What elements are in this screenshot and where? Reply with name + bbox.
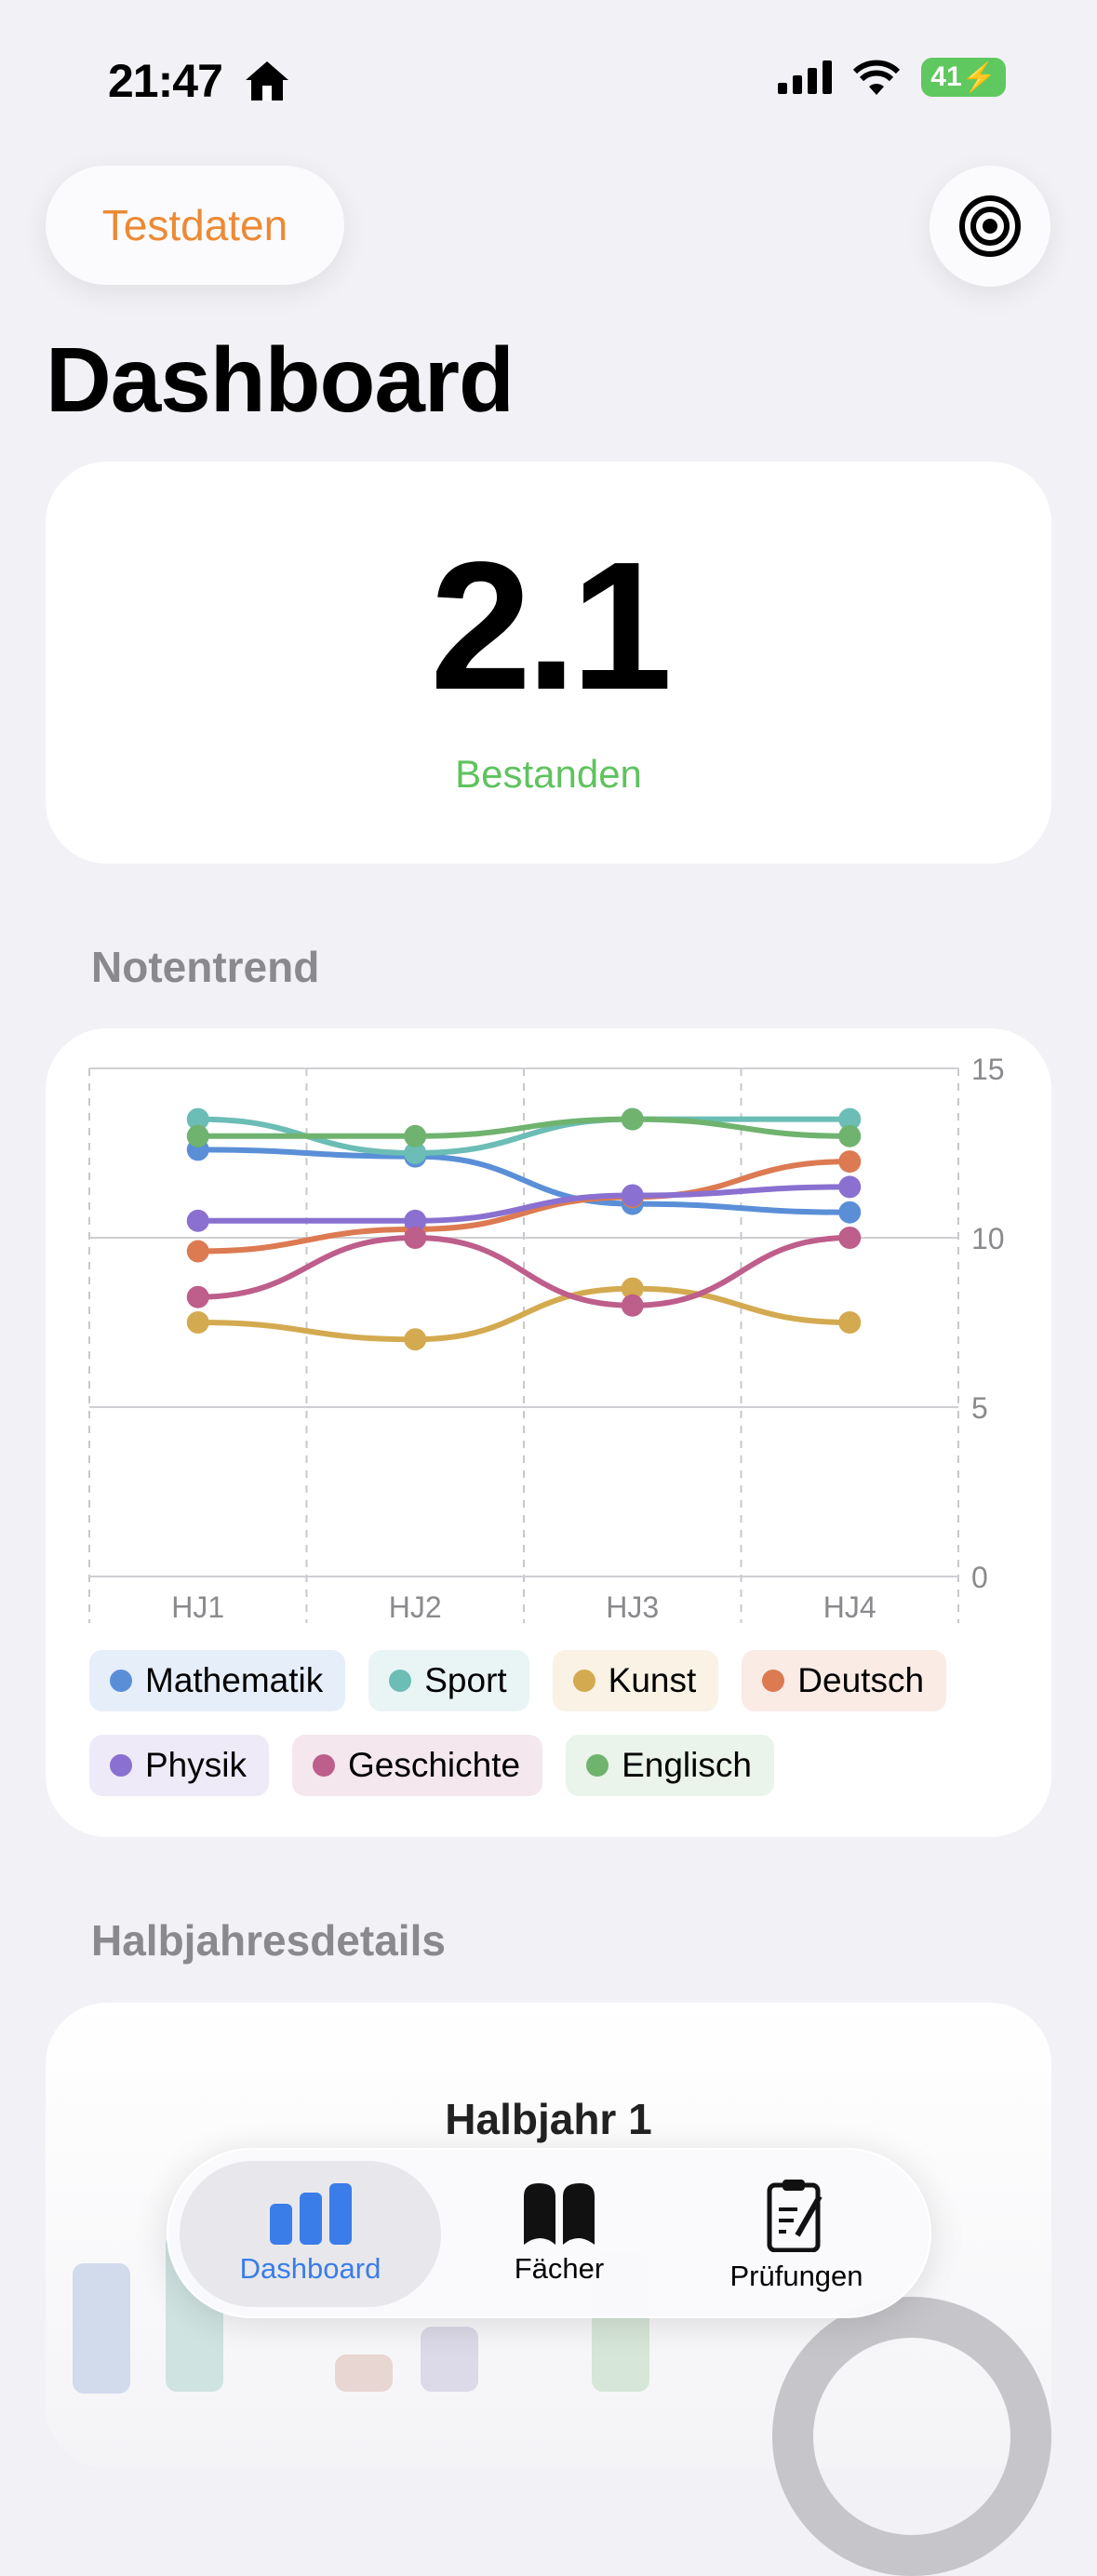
legend-dot (110, 1670, 132, 1692)
average-grade: 2.1 (430, 524, 672, 728)
tab-label: Dashboard (239, 2251, 381, 2285)
legend-dot (572, 1670, 595, 1692)
faded-bar (421, 2327, 478, 2392)
test-data-button[interactable]: Testdaten (46, 166, 344, 285)
data-point-physik (186, 1209, 209, 1232)
faded-bar (73, 2263, 130, 2394)
clipboard-pencil-icon (767, 2179, 823, 2252)
wifi-icon (853, 60, 901, 95)
x-tick-label: HJ4 (823, 1590, 876, 1624)
tab-bar: Dashboard Fächer Prüfungen (167, 2148, 931, 2318)
average-card (46, 462, 1051, 864)
status-icons: 41 ⚡ (778, 58, 1006, 97)
legend-label: Mathematik (145, 1661, 324, 1699)
data-point-physik (838, 1175, 862, 1199)
data-point-deutsch (838, 1150, 862, 1174)
data-point-englisch (404, 1124, 427, 1147)
legend-dot (586, 1754, 609, 1777)
target-icon (959, 195, 1021, 257)
data-point-geschichte (621, 1294, 644, 1317)
data-point-kunst (838, 1311, 862, 1334)
trend-chart: 0 5 10 15 HJ1 HJ2 HJ3 HJ4 (88, 1053, 1005, 1624)
home-icon (246, 61, 288, 101)
faded-gauge (772, 2297, 1051, 2576)
data-point-englisch (838, 1124, 862, 1147)
series-line-deutsch (197, 1159, 850, 1254)
series-line-englisch (197, 1116, 850, 1139)
semester-title: Halbjahr 1 (445, 2095, 652, 2143)
data-point-kunst (621, 1277, 644, 1300)
y-tick-label: 0 (971, 1561, 988, 1594)
battery-level: 41 (930, 61, 962, 92)
legend-item-physik[interactable]: Physik (89, 1735, 269, 1796)
legend-label: Physik (145, 1746, 247, 1784)
legend-item-englisch[interactable]: Englisch (566, 1735, 774, 1796)
data-point-geschichte (404, 1227, 427, 1249)
legend-dot (389, 1670, 412, 1692)
legend-item-sport[interactable]: Sport (368, 1650, 529, 1711)
legend-label: Deutsch (797, 1661, 925, 1699)
data-point-geschichte (186, 1285, 209, 1308)
data-point-englisch (621, 1107, 644, 1131)
legend-label: Englisch (622, 1746, 752, 1784)
series-line-mathematik (197, 1147, 850, 1215)
data-point-sport (838, 1107, 862, 1131)
battery-indicator: 41 ⚡ (921, 58, 1006, 97)
legend-dot (762, 1670, 785, 1692)
tab-faecher[interactable]: Fächer (448, 2161, 671, 2307)
data-point-deutsch (186, 1240, 209, 1263)
data-point-physik (404, 1209, 427, 1232)
details-section-title: Halbjahresdetails (91, 1916, 446, 1965)
data-point-kunst (186, 1311, 209, 1334)
series-line-physik (197, 1184, 850, 1224)
goal-button[interactable] (930, 166, 1050, 287)
chart-bar-icon (269, 2182, 352, 2245)
tab-pruefungen[interactable]: Prüfungen (676, 2161, 917, 2307)
x-tick-label: HJ2 (389, 1590, 442, 1624)
legend-item-deutsch[interactable]: Deutsch (742, 1650, 947, 1711)
tab-dashboard[interactable]: Dashboard (180, 2161, 441, 2307)
charging-icon: ⚡ (961, 61, 997, 93)
data-point-kunst (404, 1328, 427, 1351)
legend-item-kunst[interactable]: Kunst (552, 1650, 719, 1711)
data-point-englisch (186, 1124, 209, 1147)
status-label: Bestanden (455, 752, 642, 796)
tab-label: Prüfungen (729, 2259, 863, 2292)
status-time: 21:47 (108, 55, 223, 107)
data-point-mathematik (838, 1201, 862, 1224)
legend-label: Geschichte (347, 1746, 521, 1784)
series-line-kunst (197, 1285, 850, 1343)
x-tick-label: HJ1 (171, 1590, 224, 1624)
legend-item-geschichte[interactable]: Geschichte (291, 1735, 543, 1796)
data-point-physik (621, 1184, 644, 1207)
y-tick-label: 15 (971, 1053, 1005, 1086)
book-icon (524, 2182, 595, 2245)
data-point-geschichte (838, 1227, 862, 1249)
legend-dot (110, 1754, 132, 1777)
tab-label: Fächer (514, 2251, 605, 2285)
y-tick-label: 5 (971, 1391, 988, 1425)
legend-label: Kunst (608, 1661, 697, 1699)
page-title: Dashboard (46, 329, 515, 431)
faded-bar (335, 2355, 393, 2392)
data-point-sport (186, 1107, 209, 1131)
signal-icon (778, 60, 833, 94)
y-tick-label: 10 (971, 1222, 1005, 1255)
data-point-sport (404, 1142, 427, 1164)
trend-section-title: Notentrend (91, 943, 320, 991)
chart-legend: Mathematik Sport Kunst Deutsch Physik Geschic… (89, 1650, 983, 1796)
legend-dot (312, 1754, 335, 1777)
legend-label: Sport (424, 1661, 507, 1699)
legend-item-mathematik[interactable]: Mathematik (89, 1650, 346, 1711)
trend-chart-card (46, 1028, 1051, 1837)
x-tick-label: HJ3 (606, 1590, 659, 1624)
series-line-geschichte (197, 1234, 850, 1308)
